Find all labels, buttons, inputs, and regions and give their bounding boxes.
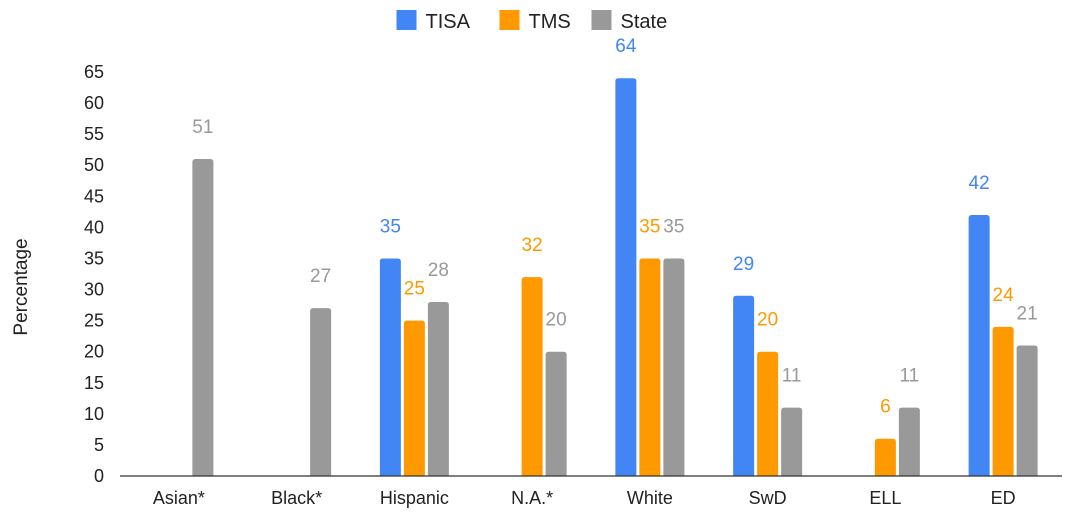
bar-tms-ell [874, 438, 896, 476]
x-tick-label-ed: ED [991, 488, 1016, 508]
data-label-state-white: 35 [663, 216, 684, 237]
y-tick-label: 55 [84, 124, 104, 144]
data-label-tms-ell: 6 [880, 397, 891, 418]
y-tick-label: 50 [84, 155, 104, 175]
bar-tisa-hispanic [379, 258, 401, 476]
bar-state-black [310, 308, 332, 476]
y-tick-label: 15 [84, 373, 104, 393]
bar-state-asian [192, 159, 214, 476]
x-tick-label-ell: ELL [869, 488, 901, 508]
bar-tms-n-a [521, 277, 543, 476]
data-label-state-black: 27 [310, 266, 331, 287]
data-label-tms-white: 35 [639, 216, 660, 237]
data-label-tisa-hispanic: 35 [380, 216, 401, 237]
legend-label-tisa: TISA [426, 11, 471, 33]
data-label-state-n-a: 20 [546, 310, 567, 331]
bar-tms-hispanic [403, 320, 425, 476]
bar-tms-white [639, 258, 661, 476]
bar-state-n-a [545, 351, 567, 476]
x-tick-label-n-a: N.A.* [511, 488, 553, 508]
legend-swatch-tisa [396, 10, 417, 30]
x-axis-ticks: Asian* Black* Hispanic N.A.* White SwD ELL ED [153, 488, 1016, 508]
bar-tisa-white [615, 78, 637, 476]
legend-label-state: State [621, 11, 668, 33]
x-tick-label-swd: SwD [749, 488, 787, 508]
legend-swatch-state [591, 10, 612, 30]
x-tick-label-black: Black* [271, 488, 322, 508]
data-label-state-ell: 11 [900, 366, 920, 387]
legend: TISA TMS State [396, 10, 668, 33]
y-tick-label: 0 [94, 466, 104, 486]
data-label-tms-ed: 24 [993, 285, 1015, 306]
data-label-tms-swd: 20 [757, 310, 778, 331]
bar-tisa-ed [968, 214, 990, 476]
x-tick-label-asian: Asian* [153, 488, 205, 508]
y-axis-label: Percentage [11, 238, 32, 335]
data-label-state-hispanic: 28 [428, 260, 449, 281]
y-axis-ticks: 0 5 10 15 20 25 30 35 40 45 50 55 60 65 [84, 62, 104, 486]
y-tick-label: 20 [84, 342, 104, 362]
y-tick-label: 40 [84, 217, 104, 237]
data-label-tisa-swd: 29 [733, 254, 754, 275]
bar-state-ell [898, 407, 920, 476]
legend-label-tms: TMS [529, 11, 571, 33]
data-label-tisa-white: 64 [615, 36, 637, 57]
y-tick-label: 65 [84, 62, 104, 82]
x-tick-label-hispanic: Hispanic [380, 488, 449, 508]
y-tick-label: 45 [84, 186, 104, 206]
bar-state-white [663, 258, 685, 476]
bar-state-hispanic [427, 301, 449, 476]
bar-state-ed [1016, 345, 1038, 476]
legend-swatch-tms [499, 10, 520, 30]
y-tick-label: 60 [84, 93, 104, 113]
bar-tms-swd [757, 351, 779, 476]
bar-state-swd [781, 407, 803, 476]
y-tick-label: 30 [84, 280, 104, 300]
bars [192, 78, 1038, 476]
data-label-state-ed: 21 [1017, 303, 1038, 324]
bar-tms-ed [992, 326, 1014, 476]
bar-tisa-swd [733, 295, 755, 476]
data-label-tms-hispanic: 25 [404, 279, 425, 300]
y-tick-label: 35 [84, 248, 104, 268]
data-label-tms-n-a: 32 [522, 235, 543, 256]
data-label-state-swd: 11 [782, 366, 802, 387]
x-tick-label-white: White [627, 488, 673, 508]
y-tick-label: 10 [84, 404, 104, 424]
data-label-tisa-ed: 42 [969, 173, 990, 194]
y-tick-label: 25 [84, 311, 104, 331]
data-label-state-asian: 51 [192, 117, 213, 138]
y-tick-label: 5 [94, 435, 104, 455]
